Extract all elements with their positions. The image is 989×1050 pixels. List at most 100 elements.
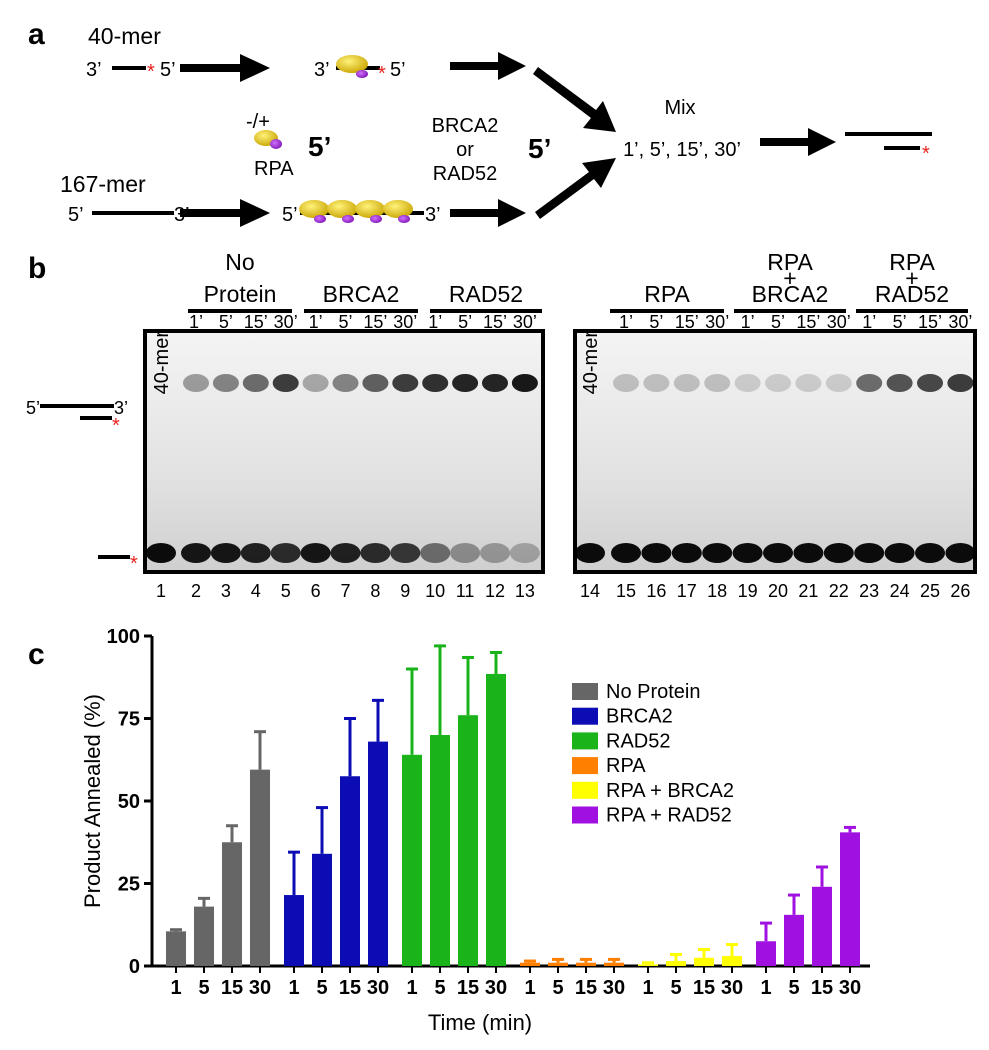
x-tick-label: 1 [288,977,299,999]
lane-number: 7 [340,581,350,601]
lane-number: 19 [738,581,758,601]
time-label: 30’ [948,312,972,332]
panel-label: b [28,252,46,285]
label-marker: * [112,415,120,437]
lane-label: 40-mer [151,331,173,395]
gel-band [210,543,241,563]
lane-number: 3 [221,581,231,601]
gel-band [575,543,605,563]
x-axis-label: Time (min) [428,1010,532,1035]
gel-band [673,374,700,392]
group-label: RAD52 [449,281,523,307]
lane-number: 21 [798,581,818,601]
x-tick-label: 1 [642,977,653,999]
legend-swatch [572,683,598,700]
gel-band [332,374,359,392]
time-label: 5’ [893,312,907,332]
lane-number: 5 [281,581,291,601]
gel-band [242,374,269,392]
x-tick-label: 5 [788,977,799,999]
time-label: 30’ [705,312,729,332]
legend-label: RAD52 [606,730,670,752]
strand-end: 3’ [114,398,128,418]
label-marker: * [147,61,155,83]
label-marker: * [922,143,930,165]
gel-band [181,543,211,563]
gel-band [884,543,915,563]
gel-band [671,543,702,563]
legend-swatch [572,781,598,799]
lane-number: 8 [370,581,380,601]
gel-band [330,543,361,563]
time-label: 1’ [741,312,755,332]
lane-number: 4 [251,581,261,601]
x-tick-label: 30 [721,977,743,999]
arrows [180,52,836,227]
x-tick-label: 15 [575,977,597,999]
time-label: 5’ [649,312,663,332]
bar [694,957,714,966]
bar [604,962,624,966]
y-tick-label: 75 [118,709,140,731]
rpa-name: RPA [254,158,294,180]
gel-band [183,374,209,392]
gel-band [511,374,538,392]
lane-number: 22 [829,581,849,601]
gel-band [272,374,299,392]
lane-number: 11 [456,581,475,601]
x-tick-label: 1 [406,977,417,999]
bar [756,941,776,966]
panel-label: a [28,18,45,51]
lane-number: 17 [677,581,697,601]
gel-band [509,543,540,563]
strand-end: 5’ [26,398,40,418]
mediator: RAD52 [433,163,497,185]
time-label: 1’ [189,312,203,332]
bar [638,964,658,966]
group-label: Protein [204,281,277,307]
legend-label: RPA [606,755,646,777]
panel-label: c [28,638,45,671]
lane-number: 9 [400,581,410,601]
rpa-icon [336,55,368,73]
lane-number: 2 [191,581,201,601]
time-label: 30’ [827,312,851,332]
time-label: 30’ [513,312,537,332]
gel-band [360,543,391,563]
group-label: BRCA2 [752,281,829,307]
rpa-icon [356,70,368,78]
bar [486,673,506,966]
bar [812,886,832,966]
x-tick-label: 15 [693,977,715,999]
x-tick-label: 5 [198,977,209,999]
x-tick-label: 30 [839,977,861,999]
bar [340,776,360,966]
gel-band [886,374,913,392]
legend-label: RPA + RAD52 [606,805,732,827]
gel-band [452,374,479,392]
lane-number: 15 [616,581,636,601]
time-label: 15’ [244,312,268,332]
bar [520,962,540,966]
strand-end: 5’ [68,204,84,226]
mix-title: Mix [664,97,695,119]
bar [430,735,450,966]
gel-band [704,374,731,392]
group-label: + [905,265,918,291]
gel-band [392,374,419,392]
x-tick-label: 30 [603,977,625,999]
mix-times: 1’, 5’, 15’, 30’ [623,139,741,161]
gel-band [915,543,945,563]
panel-c: c 0 25 50 75 100 Product Annealed (%) Time (mi… [28,626,870,1035]
bar [284,895,304,966]
gel-band [917,374,943,392]
group-label: RPA [889,249,935,275]
gel-band [362,374,389,392]
lane-label: 40-mer [580,331,602,395]
rpa-icon [270,139,282,149]
legend-swatch [572,757,598,775]
x-tick-label: 15 [221,977,243,999]
x-tick-label: 1 [524,977,535,999]
gel-band [947,374,974,392]
end-label: 5’ [308,131,331,162]
